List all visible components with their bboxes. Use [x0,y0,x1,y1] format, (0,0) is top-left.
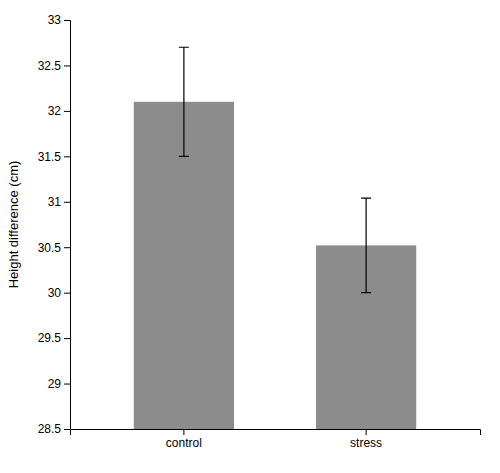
y-tick-mark [64,293,70,294]
y-axis: 28.5 29 29.5 30 30.5 31 31.5 32 32.5 33 [38,13,71,436]
error-bar [179,47,189,156]
y-tick-mark [64,429,70,430]
x-axis: control stress [71,429,481,450]
y-tick-mark [64,247,70,248]
error-bar [361,198,371,293]
x-tick: stress [350,429,382,450]
y-tick: 32 [48,104,70,118]
y-tick-label: 29 [48,377,62,391]
y-tick: 29.5 [38,331,70,345]
y-tick: 32.5 [38,59,70,73]
chart-container: control stress 28.5 29 29.5 30 30.5 31 31.5 32 32.… [0,0,500,473]
y-tick: 31.5 [38,150,70,164]
y-tick-mark [64,384,70,385]
y-axis-title: Height difference (cm) [6,161,21,289]
y-tick-mark [64,202,70,203]
y-tick-mark [64,20,70,21]
x-tick-mark [183,429,184,435]
y-tick-label: 32 [48,104,62,118]
chart-svg: control stress 28.5 29 29.5 30 30.5 31 31.5 32 32.… [0,0,500,473]
y-tick-label: 30.5 [38,241,62,255]
y-tick-label: 31 [48,195,62,209]
y-tick: 29 [48,377,70,391]
y-tick-label: 28.5 [38,422,62,436]
y-tick-label: 30 [48,286,62,300]
y-tick: 30.5 [38,241,70,255]
y-tick-mark [64,156,70,157]
x-tick-mark [366,429,367,435]
y-tick-label: 31.5 [38,150,62,164]
y-tick: 28.5 [38,422,70,436]
y-tick-mark [64,338,70,339]
marks [134,47,416,429]
y-axis-line [64,21,71,430]
x-tick-label: stress [350,436,382,450]
x-tick: control [166,429,202,450]
y-tick: 30 [48,286,70,300]
y-tick-label: 33 [48,13,62,27]
y-tick-mark [64,65,70,66]
y-tick-label: 32.5 [38,59,62,73]
y-tick: 33 [48,13,70,27]
y-tick-label: 29.5 [38,331,62,345]
x-axis-line [71,430,481,436]
plot-area: control stress 28.5 29 29.5 30 30.5 31 31.5 32 32.… [38,13,481,449]
x-tick-label: control [166,436,202,450]
y-tick: 31 [48,195,70,209]
y-tick-mark [64,111,70,112]
